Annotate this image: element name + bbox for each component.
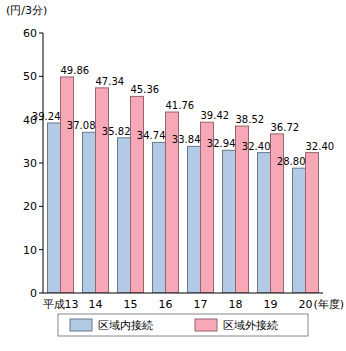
legend-box — [58, 314, 308, 336]
bar — [61, 77, 74, 293]
x-tick-label: 15 — [124, 298, 138, 311]
y-tick-label: 0 — [30, 287, 37, 300]
chart: (円/3分)010203040506039.2437.0835.8234.743… — [0, 0, 346, 351]
data-label: 28.80 — [277, 156, 306, 167]
legend-label: 区域外接続 — [223, 319, 278, 332]
data-label: 33.84 — [172, 134, 201, 145]
x-tick-label: 17 — [194, 298, 208, 311]
bar — [153, 142, 166, 293]
y-tick-label: 60 — [23, 27, 37, 40]
y-tick — [39, 76, 43, 77]
bar — [83, 132, 96, 293]
legend: 区域内接続 区域外接続 — [58, 314, 308, 336]
bar — [258, 153, 271, 293]
data-label: 38.52 — [236, 114, 265, 125]
data-label: 45.36 — [131, 84, 160, 95]
data-label: 49.86 — [61, 65, 90, 76]
y-tick-label: 30 — [23, 157, 37, 170]
x-tick-label: 16 — [159, 298, 173, 311]
data-label: 32.94 — [207, 138, 236, 149]
y-tick — [39, 293, 43, 294]
bars — [48, 77, 319, 293]
y-axis — [43, 33, 44, 293]
legend-swatch — [70, 319, 92, 331]
x-axis — [43, 293, 323, 294]
x-tick-label: 19 — [264, 298, 278, 311]
data-label: 39.42 — [201, 110, 230, 121]
bar — [306, 153, 319, 293]
y-tick-label: 10 — [23, 244, 37, 257]
x-tick-label: 18 — [229, 298, 243, 311]
x-tick-label: 平成13 — [43, 298, 79, 311]
data-label: 36.72 — [271, 122, 300, 133]
y-tick — [39, 163, 43, 164]
bar — [223, 150, 236, 293]
data-label: 32.40 — [242, 141, 271, 152]
data-label: 34.74 — [137, 130, 166, 141]
x-tick-label: 14 — [89, 298, 103, 311]
data-label: 37.08 — [67, 120, 96, 131]
bar — [118, 138, 131, 293]
legend-label: 区域内接続 — [98, 319, 153, 332]
x-axis-label: (年度) — [313, 298, 344, 311]
y-axis-label: (円/3分) — [6, 4, 47, 17]
bar — [188, 146, 201, 293]
data-label: 32.40 — [306, 141, 335, 152]
y-tick — [39, 249, 43, 250]
x-tick-label: 20 — [299, 298, 313, 311]
bar — [48, 123, 61, 293]
data-labels: 39.2437.0835.8234.7433.8432.9432.4028.80… — [32, 65, 334, 167]
data-label: 41.76 — [166, 100, 195, 111]
bar — [96, 88, 109, 293]
bar — [293, 168, 306, 293]
y-tick-label: 20 — [23, 200, 37, 213]
legend-swatch — [195, 319, 217, 331]
y-tick — [39, 33, 43, 34]
bar — [131, 96, 144, 293]
data-label: 39.24 — [32, 111, 61, 122]
y-tick — [39, 206, 43, 207]
data-label: 35.82 — [102, 126, 131, 137]
y-tick-label: 50 — [23, 70, 37, 83]
data-label: 47.34 — [96, 76, 125, 87]
